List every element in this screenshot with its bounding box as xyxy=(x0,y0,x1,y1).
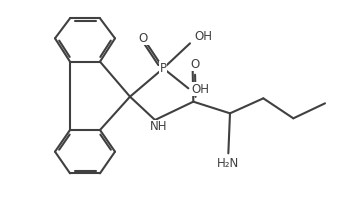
Text: H₂N: H₂N xyxy=(216,157,239,170)
Text: OH: OH xyxy=(194,30,212,43)
Text: OH: OH xyxy=(191,83,209,96)
Text: O: O xyxy=(190,58,200,70)
Text: O: O xyxy=(139,32,148,45)
Text: P: P xyxy=(160,62,167,75)
Text: NH: NH xyxy=(150,120,167,133)
